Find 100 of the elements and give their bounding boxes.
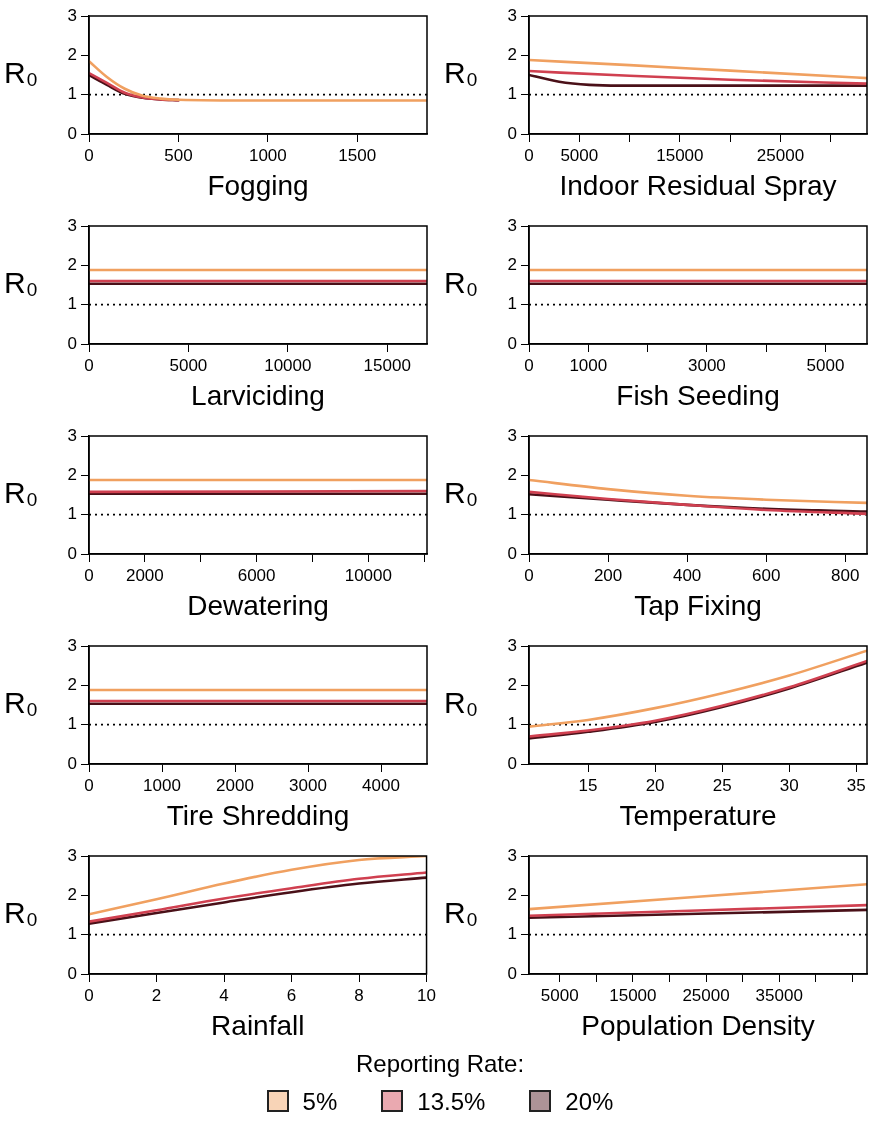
y-tick-label: 3 [67, 845, 77, 865]
y-tick-label: 3 [507, 845, 517, 865]
y-tick-label: 1 [507, 504, 517, 524]
y-tick-label: 1 [67, 504, 77, 524]
y-tick-label: 0 [67, 333, 77, 353]
y-axis-title: R₀ [4, 476, 39, 510]
y-tick-label: 2 [507, 255, 517, 275]
y-axis-title: R₀ [4, 896, 39, 930]
x-tick-label: 4 [219, 985, 229, 1005]
x-tick-label: 200 [593, 565, 623, 585]
y-tick-label: 2 [507, 885, 517, 905]
y-tick-label: 1 [507, 84, 517, 104]
x-tick-label: 5000 [806, 355, 845, 375]
x-tick-label: 3000 [687, 355, 726, 375]
x-axis-title: Population Density [581, 1009, 815, 1041]
y-tick-label: 0 [507, 753, 517, 773]
y-axis-title: R₀ [444, 476, 479, 510]
legend-label: 20% [565, 1088, 614, 1115]
x-tick-label: 35000 [755, 985, 803, 1005]
y-tick-label: 3 [507, 5, 517, 25]
y-tick-label: 2 [507, 45, 517, 65]
y-tick-label: 0 [67, 123, 77, 143]
x-tick-label: 20 [645, 775, 665, 795]
y-tick-label: 0 [67, 963, 77, 983]
x-tick-label: 4000 [362, 775, 400, 795]
x-axis-title: Tap Fixing [634, 589, 762, 621]
x-axis-title: Larviciding [191, 379, 325, 411]
y-axis-title: R₀ [444, 686, 479, 720]
y-tick-label: 1 [67, 294, 77, 314]
y-tick-label: 3 [67, 425, 77, 445]
x-axis-title: Indoor Residual Spray [559, 169, 837, 201]
y-axis-title: R₀ [444, 266, 479, 300]
y-tick-label: 0 [507, 963, 517, 983]
x-axis-title: Temperature [619, 799, 777, 831]
y-tick-label: 0 [507, 543, 517, 563]
y-tick-label: 0 [507, 123, 517, 143]
x-tick-label: 25000 [756, 145, 805, 165]
x-tick-label: 600 [752, 565, 781, 585]
y-axis-title: R₀ [444, 56, 479, 90]
y-tick-label: 2 [67, 255, 77, 275]
x-tick-label: 35 [846, 775, 866, 795]
x-tick-label: 1000 [248, 145, 287, 165]
x-tick-label: 5000 [560, 145, 599, 165]
x-tick-label: 15000 [609, 985, 657, 1005]
x-tick-label: 25000 [682, 985, 730, 1005]
legend-title: Reporting Rate: [354, 1050, 526, 1078]
y-tick-label: 1 [507, 714, 517, 734]
x-tick-label: 25 [712, 775, 732, 795]
x-tick-label: 5000 [169, 355, 208, 375]
y-tick-label: 3 [507, 215, 517, 235]
x-axis-title: Dewatering [187, 589, 329, 621]
y-tick-label: 2 [67, 465, 77, 485]
y-tick-label: 2 [67, 675, 77, 695]
y-axis-title: R₀ [4, 266, 39, 300]
x-tick-label: 800 [831, 565, 860, 585]
x-tick-label: 10000 [264, 355, 312, 375]
y-tick-label: 0 [67, 753, 77, 773]
y-tick-label: 3 [67, 215, 77, 235]
x-tick-label: 6 [286, 985, 297, 1005]
x-tick-label: 400 [672, 565, 702, 585]
y-tick-label: 1 [507, 294, 517, 314]
x-tick-label: 30 [779, 775, 799, 795]
y-tick-label: 2 [67, 885, 77, 905]
x-tick-label: 15000 [363, 355, 411, 375]
y-tick-label: 2 [507, 465, 517, 485]
x-tick-label: 2 [151, 985, 162, 1005]
x-axis-title: Rainfall [211, 1009, 305, 1041]
x-tick-label: 15000 [656, 145, 704, 165]
y-tick-label: 2 [507, 675, 517, 695]
y-tick-label: 2 [67, 45, 77, 65]
x-tick-label: 5000 [540, 985, 579, 1005]
y-axis-title: R₀ [4, 56, 39, 90]
x-tick-label: 3000 [289, 775, 327, 795]
x-tick-label: 0 [84, 775, 94, 795]
x-tick-label: 2000 [125, 565, 164, 585]
x-tick-label: 0 [84, 985, 94, 1005]
x-tick-label: 0 [524, 145, 534, 165]
x-tick-label: 0 [84, 565, 94, 585]
x-tick-label: 500 [164, 145, 193, 165]
x-tick-label: 2000 [216, 775, 254, 795]
y-tick-label: 1 [507, 924, 517, 944]
x-tick-label: 1500 [338, 145, 377, 165]
x-tick-label: 0 [524, 355, 534, 375]
y-tick-label: 0 [507, 333, 517, 353]
legend-label: 5% [302, 1088, 338, 1115]
y-tick-label: 3 [67, 5, 77, 25]
legend-label: 13.5% [417, 1088, 486, 1115]
x-axis-title: Fogging [207, 169, 309, 201]
x-tick-label: 1000 [143, 775, 181, 795]
x-tick-label: 8 [354, 985, 364, 1005]
y-tick-label: 1 [67, 924, 77, 944]
x-axis-title: Tire Shredding [166, 799, 350, 831]
x-axis-title: Fish Seeding [616, 379, 780, 411]
x-tick-label: 0 [524, 565, 534, 585]
y-axis-title: R₀ [444, 896, 479, 930]
y-tick-label: 1 [67, 714, 77, 734]
x-tick-label: 1000 [569, 355, 608, 375]
x-tick-label: 6000 [237, 565, 276, 585]
x-tick-label: 0 [84, 145, 94, 165]
x-tick-label: 15 [578, 775, 598, 795]
